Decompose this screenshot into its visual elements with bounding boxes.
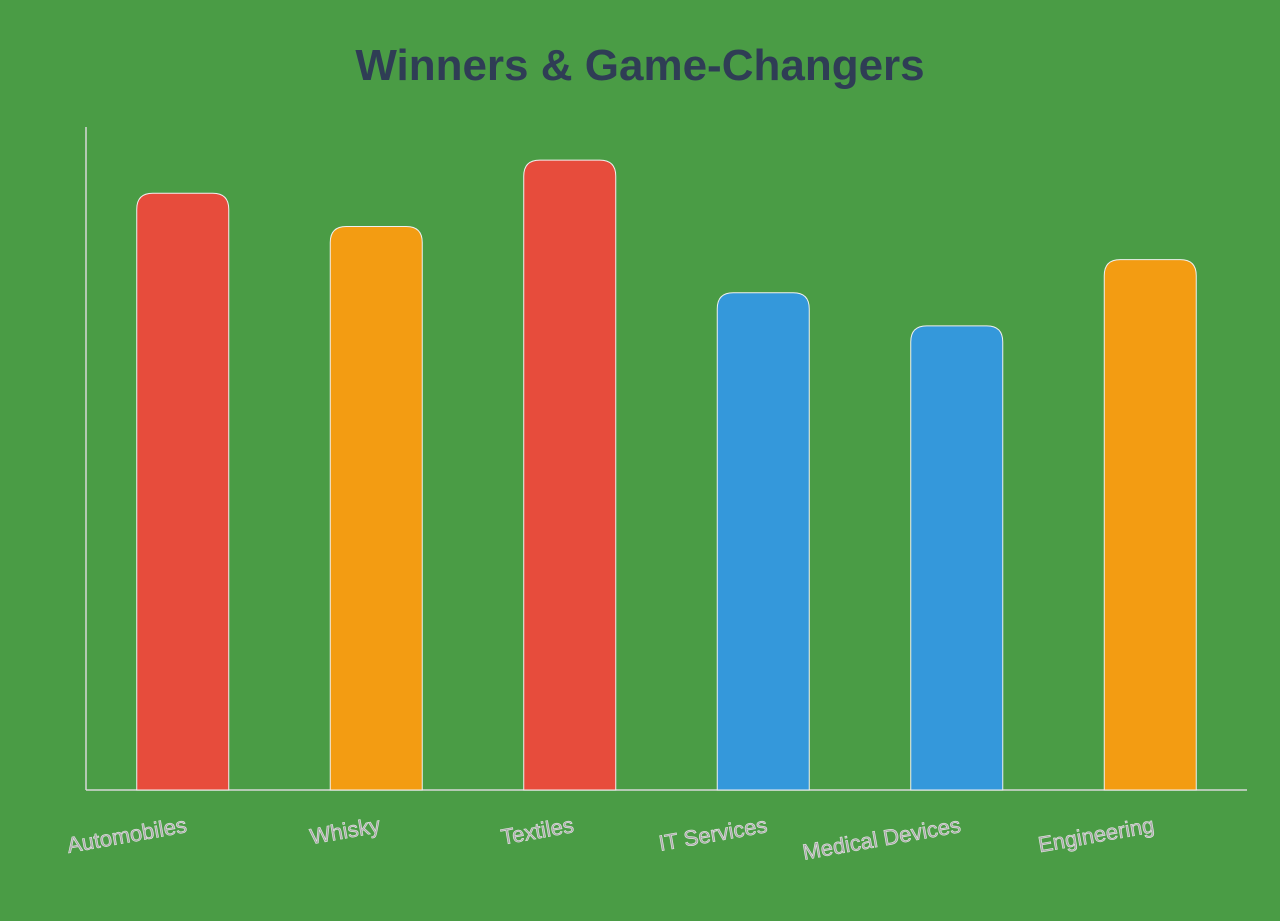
bar [329,225,423,791]
bar [716,292,810,791]
chart-title: Winners & Game-Changers [355,41,924,90]
bar [136,192,230,791]
bar [910,325,1004,791]
bar [523,159,617,791]
bar [1103,259,1197,791]
